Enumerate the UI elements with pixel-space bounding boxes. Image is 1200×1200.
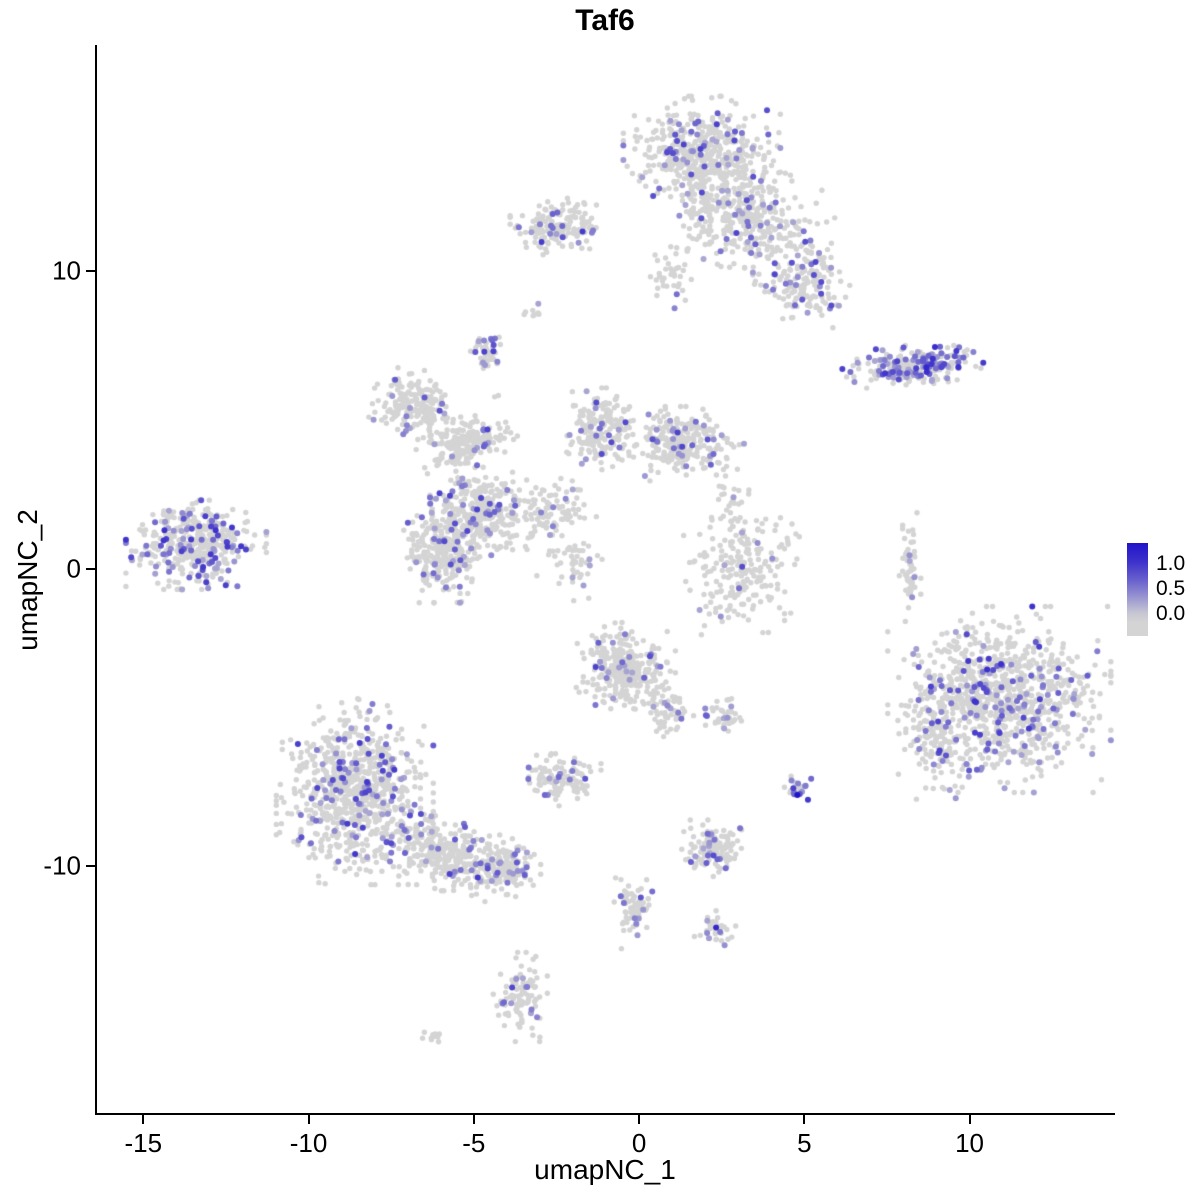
x-tick-mark [472, 1115, 475, 1124]
x-tick-label: -10 [289, 1128, 328, 1158]
x-tick-label: 0 [631, 1128, 647, 1158]
y-tick-label: 0 [66, 553, 81, 584]
x-tick-mark [803, 1115, 806, 1124]
expression-legend: 1.0 0.5 0.0 [1127, 543, 1197, 643]
y-tick-label: -10 [43, 850, 81, 881]
chart-title: Taf6 [575, 4, 635, 37]
x-tick-mark [142, 1115, 145, 1124]
x-tick-label: 5 [797, 1128, 812, 1158]
legend-label-high: 1.0 [1156, 552, 1186, 575]
legend-label-low: 0.0 [1156, 602, 1186, 625]
x-tick-mark [638, 1115, 641, 1124]
y-tick-mark [86, 865, 95, 868]
y-tick-mark [86, 567, 95, 570]
y-axis-title: umapNC_2 [12, 509, 43, 651]
y-tick-mark [86, 270, 95, 273]
x-axis-title: umapNC_1 [534, 1154, 676, 1185]
x-tick-label: -5 [462, 1128, 486, 1158]
x-tick-label: -15 [124, 1128, 163, 1158]
legend-gradient-bar [1127, 543, 1148, 636]
x-tick-label: 10 [955, 1128, 985, 1158]
x-tick-mark [968, 1115, 971, 1124]
y-tick-label: 10 [52, 255, 81, 286]
legend-label-mid: 0.5 [1156, 577, 1186, 600]
scatter-canvas [97, 45, 1115, 1113]
x-tick-mark [307, 1115, 310, 1124]
plot-area: -15 -10 -5 0 5 10 10 0 -10 [43, 45, 1115, 1158]
